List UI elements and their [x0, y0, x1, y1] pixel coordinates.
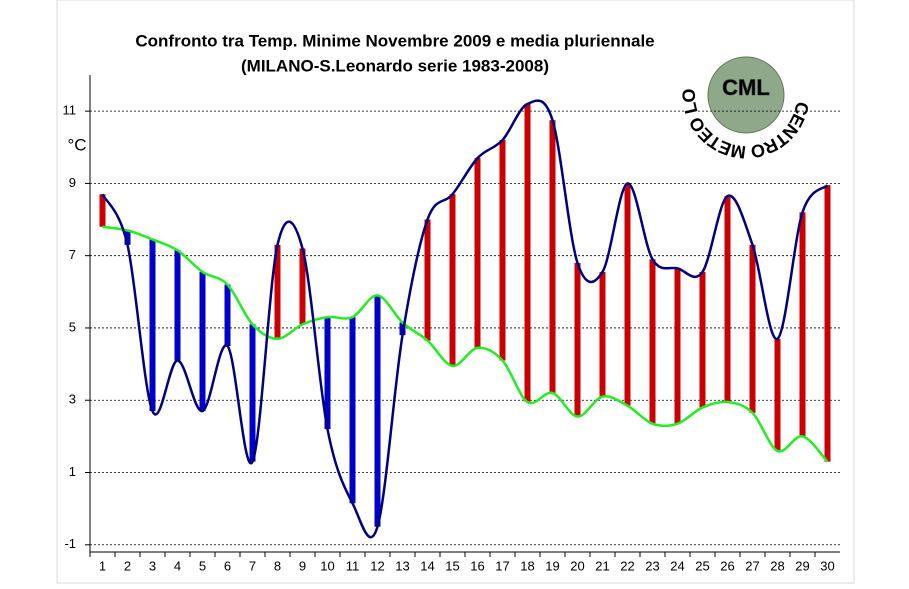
y-tick-label: 7 [69, 247, 76, 262]
x-tick-label: 16 [470, 558, 484, 573]
deviation-bar [449, 194, 456, 366]
x-tick-label: 13 [395, 558, 409, 573]
deviation-bar [424, 219, 431, 341]
deviation-bar [299, 248, 306, 325]
deviation-bar [524, 103, 531, 403]
x-tick-label: 19 [545, 558, 559, 573]
deviation-bar [749, 244, 756, 413]
deviation-bar [349, 317, 356, 504]
x-tick-label: 6 [224, 558, 231, 573]
deviation-bar [249, 324, 256, 462]
deviation-bar [624, 183, 631, 406]
deviation-bar [99, 194, 106, 227]
y-axis-label: °C [67, 135, 86, 154]
deviation-bar [199, 271, 206, 412]
deviation-bar [774, 338, 781, 451]
x-tick-label: 12 [370, 558, 384, 573]
deviation-bar [549, 120, 556, 393]
deviation-bar [799, 212, 806, 437]
x-tick-label: 23 [645, 558, 659, 573]
deviation-bar [374, 295, 381, 527]
deviation-bar [724, 196, 731, 403]
deviation-bar [699, 271, 706, 408]
deviation-bar [174, 250, 181, 361]
x-tick-label: 1 [99, 558, 106, 573]
x-tick-label: 27 [745, 558, 759, 573]
x-tick-label: 11 [346, 558, 360, 573]
x-tick-label: 7 [249, 558, 256, 573]
deviation-bar [499, 140, 506, 361]
deviation-bar [149, 239, 156, 412]
x-tick-label: 29 [795, 558, 809, 573]
x-tick-label: 3 [149, 558, 156, 573]
average-line [102, 225, 829, 463]
deviation-bar [674, 268, 681, 424]
deviation-bar [574, 262, 581, 417]
chart-title: Confronto tra Temp. Minime Novembre 2009… [135, 31, 654, 50]
x-tick-label: 10 [320, 558, 334, 573]
x-tick-label: 21 [595, 558, 609, 573]
chart-subtitle: (MILANO-S.Leonardo serie 1983-2008) [241, 56, 549, 75]
deviation-bar [274, 244, 281, 339]
x-tick-label: 30 [820, 558, 834, 573]
logo-disc [707, 56, 785, 134]
x-tick-label: 15 [445, 558, 459, 573]
logo-abbr: CML [722, 75, 770, 100]
deviation-bar [599, 271, 606, 397]
x-tick-label: 14 [420, 558, 434, 573]
x-tick-label: 28 [770, 558, 784, 573]
y-tick-label: 3 [69, 392, 76, 407]
deviation-bar [324, 317, 331, 430]
x-tick-label: 24 [670, 558, 684, 573]
deviation-bar [224, 284, 231, 347]
temperature-line [101, 99, 829, 539]
x-tick-label: 20 [570, 558, 584, 573]
y-tick-label: 11 [63, 103, 77, 118]
y-tick-label: -1 [64, 536, 76, 551]
x-tick-label: 25 [695, 558, 709, 573]
y-tick-label: 1 [69, 464, 76, 479]
x-tick-label: 22 [620, 558, 634, 573]
deviation-bar [474, 158, 481, 348]
x-tick-label: 26 [720, 558, 734, 573]
y-tick-label: 5 [69, 319, 76, 334]
x-tick-label: 2 [124, 558, 131, 573]
deviation-bar [124, 230, 131, 245]
x-tick-label: 8 [274, 558, 281, 573]
y-tick-label: 9 [69, 175, 76, 190]
x-tick-label: 9 [299, 558, 306, 573]
x-tick-label: 18 [520, 558, 534, 573]
deviation-bar [824, 185, 831, 462]
deviation-bar [649, 259, 656, 424]
x-tick-label: 5 [199, 558, 206, 573]
x-tick-label: 4 [174, 558, 181, 573]
x-tick-label: 17 [495, 558, 509, 573]
